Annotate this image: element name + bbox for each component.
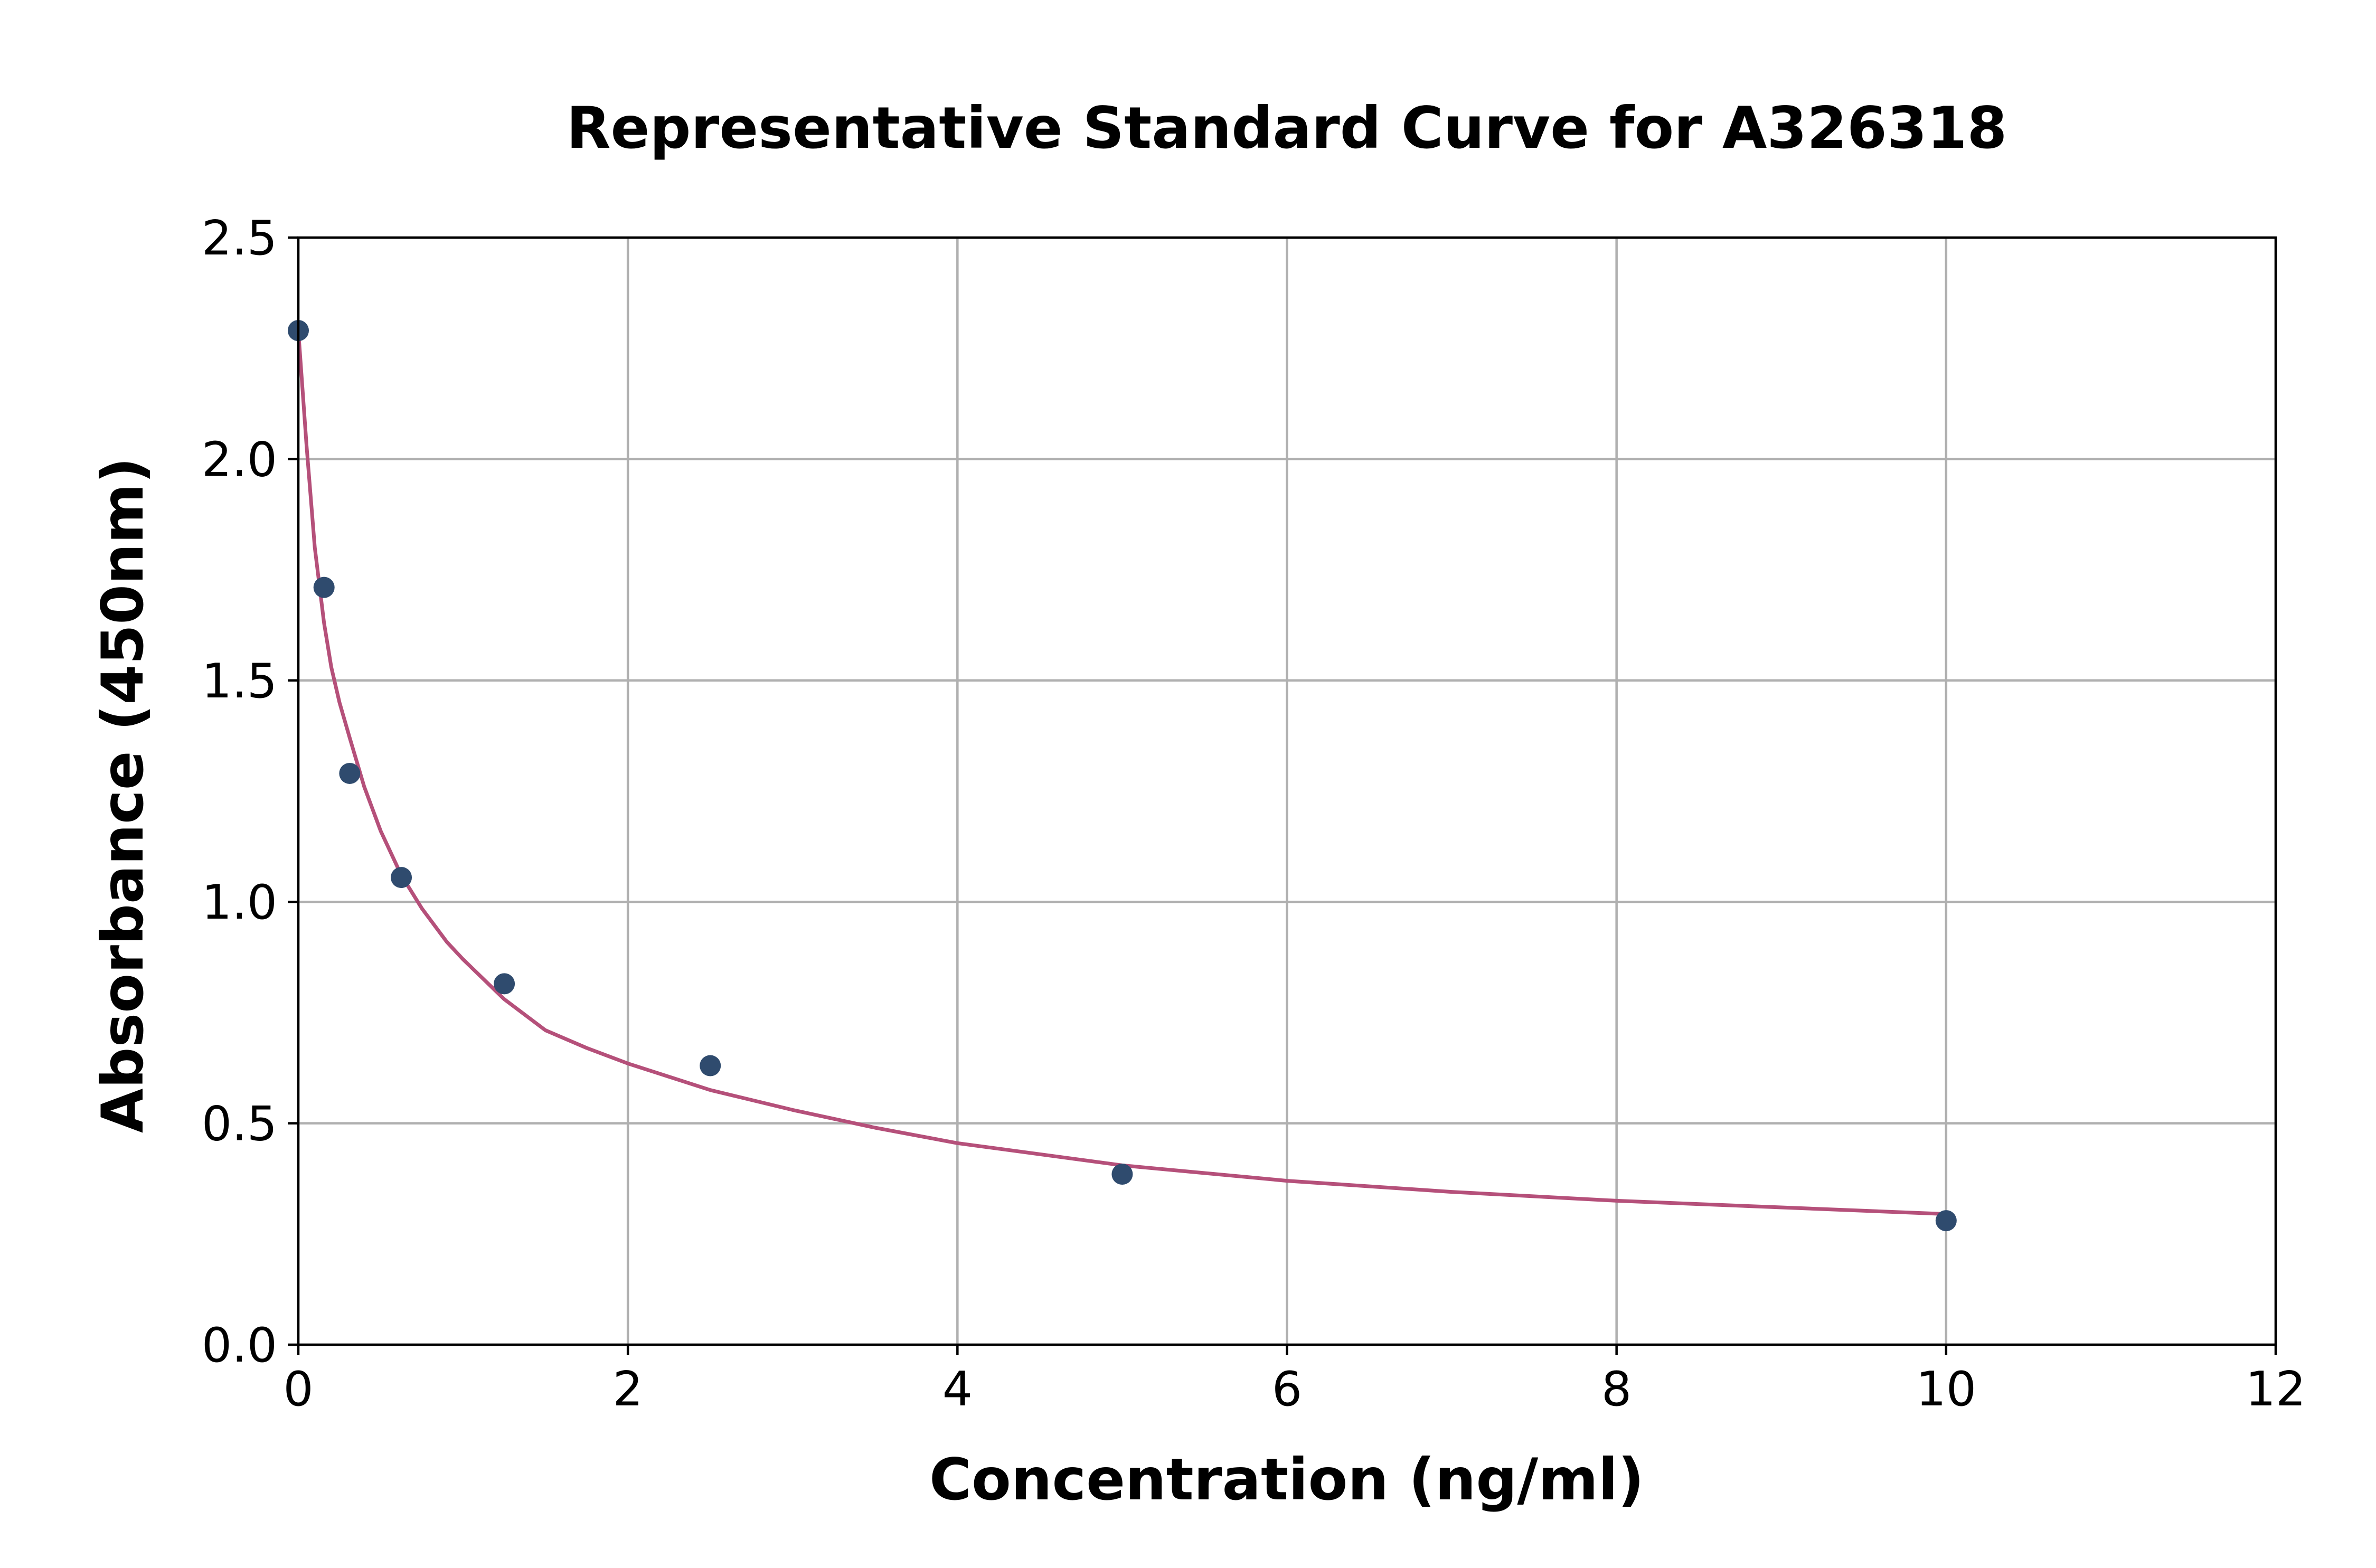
x-axis-label: Concentration (ng/ml)	[929, 1446, 1644, 1513]
x-tick-label: 0	[283, 1362, 313, 1417]
chart-title: Representative Standard Curve for A32631…	[567, 95, 2007, 162]
data-point	[700, 1055, 721, 1076]
fit-curve-layer	[296, 330, 1946, 1216]
data-points-layer	[288, 320, 1957, 1232]
data-point	[339, 762, 361, 784]
x-tick-label: 12	[2246, 1362, 2306, 1417]
x-tick-label: 2	[613, 1362, 643, 1417]
data-point	[1935, 1210, 1957, 1232]
grid	[297, 236, 2277, 1346]
data-point	[1111, 1164, 1133, 1185]
y-tick-label: 0.0	[202, 1318, 277, 1373]
x-tick-label: 10	[1916, 1362, 1977, 1417]
fit-curve	[296, 330, 1946, 1216]
data-point	[313, 577, 335, 598]
x-tick-label: 8	[1601, 1362, 1632, 1417]
y-axis-label: Absorbance (450nm)	[89, 457, 156, 1133]
x-tick-label: 6	[1272, 1362, 1302, 1417]
data-point	[391, 867, 412, 889]
x-tick-label: 4	[942, 1362, 973, 1417]
data-point	[494, 973, 515, 995]
axis-ticks: 0 2 4 6 8 10 12 0.0 0.5 1.0 1.5 2.0 2.5	[202, 211, 2306, 1417]
y-tick-label: 1.0	[202, 875, 277, 930]
y-tick-label: 2.5	[202, 211, 277, 266]
y-tick-label: 0.5	[202, 1097, 277, 1152]
y-tick-label: 2.0	[202, 432, 277, 487]
y-tick-label: 1.5	[202, 654, 277, 709]
